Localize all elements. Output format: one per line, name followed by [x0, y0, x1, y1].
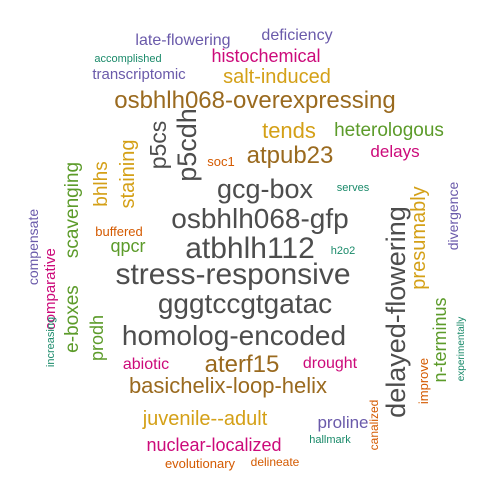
cloud-word-31: late-flowering — [135, 32, 230, 49]
cloud-word-9: osbhlh068-overexpressing — [114, 87, 396, 114]
cloud-word-17: presumably — [408, 186, 430, 289]
cloud-word-34: compensate — [25, 209, 41, 285]
cloud-word-0: delayed-flowering — [381, 206, 411, 418]
cloud-word-8: p5cs — [145, 121, 171, 170]
cloud-word-11: basichelix-loop-helix — [129, 373, 327, 398]
cloud-word-15: staining — [117, 140, 139, 209]
cloud-word-40: canalized — [367, 400, 381, 451]
cloud-word-3: homolog-encoded — [122, 320, 346, 351]
cloud-word-1: atbhlh112 — [185, 232, 315, 265]
cloud-word-4: osbhlh068-gfp — [171, 203, 348, 234]
cloud-word-13: salt-induced — [223, 66, 331, 88]
cloud-word-28: abiotic — [123, 356, 169, 373]
cloud-word-10: atpub23 — [247, 142, 334, 169]
cloud-word-6: gcg-box — [217, 174, 314, 204]
cloud-word-14: tends — [262, 118, 316, 143]
cloud-word-26: delays — [370, 142, 419, 161]
cloud-word-32: deficiency — [261, 27, 332, 44]
cloud-word-48: hallmark — [309, 434, 351, 446]
cloud-word-16: bhlhs — [91, 161, 112, 206]
cloud-word-37: soc1 — [207, 154, 234, 169]
cloud-word-12: aterf15 — [205, 351, 280, 378]
cloud-word-43: accomplished — [94, 53, 161, 65]
cloud-word-41: evolutionary — [165, 456, 236, 471]
cloud-word-30: nuclear-localized — [146, 435, 281, 455]
cloud-word-36: proline — [317, 413, 368, 432]
cloud-word-46: increasing — [45, 317, 57, 367]
cloud-word-22: qpcr — [110, 236, 145, 256]
cloud-word-44: serves — [337, 182, 370, 194]
cloud-word-42: delineate — [251, 455, 300, 469]
cloud-word-29: drought — [303, 355, 358, 372]
cloud-word-24: n-terminus — [430, 297, 450, 382]
cloud-word-45: h2o2 — [331, 245, 355, 257]
cloud-word-7: p5cdh — [172, 108, 202, 182]
cloud-word-5: gggtccgtgatac — [158, 288, 332, 319]
cloud-word-20: scavenging — [62, 162, 83, 258]
cloud-word-27: comparative — [42, 248, 59, 330]
cloud-word-33: transcriptomic — [92, 66, 186, 83]
cloud-word-18: juvenile--adult — [142, 408, 268, 430]
cloud-word-2: stress-responsive — [115, 258, 350, 291]
cloud-word-23: prodh — [87, 315, 107, 361]
cloud-word-21: e-boxes — [62, 285, 83, 353]
cloud-word-25: histochemical — [211, 46, 320, 66]
cloud-word-39: improve — [416, 358, 431, 404]
cloud-word-38: buffered — [95, 224, 142, 239]
cloud-word-35: divergence — [445, 182, 461, 251]
cloud-word-19: heterologous — [334, 120, 444, 141]
cloud-word-47: experimentally — [456, 317, 467, 381]
